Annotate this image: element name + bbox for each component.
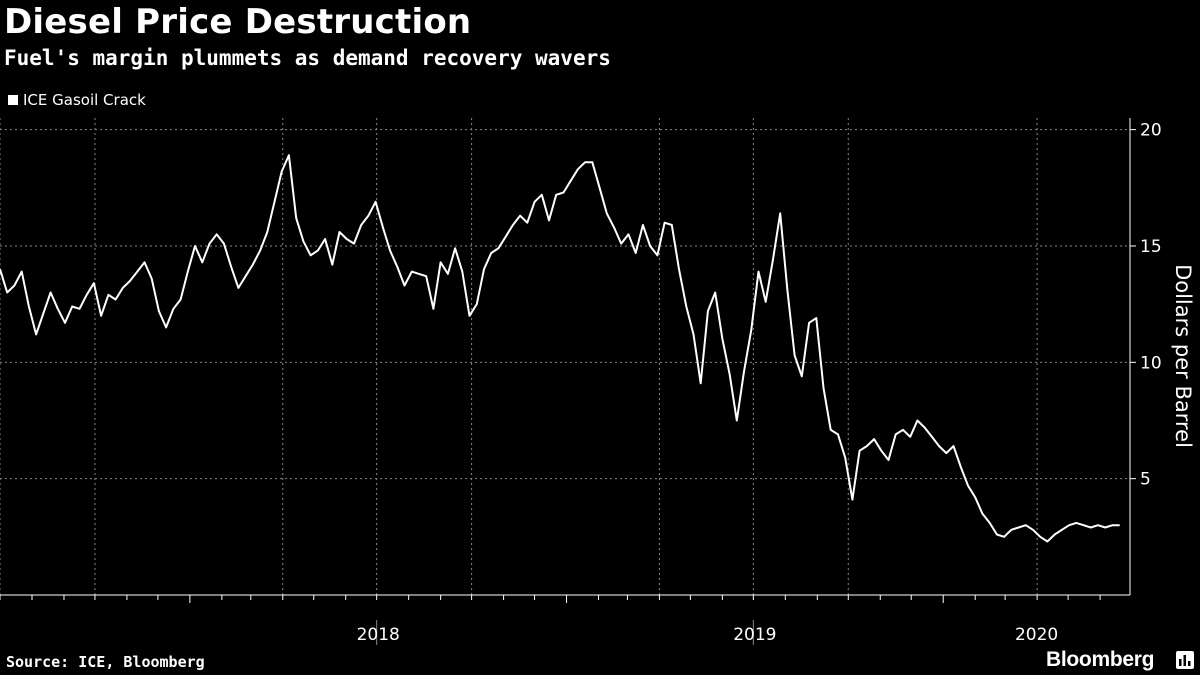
y-tick-label-5: 5	[1140, 470, 1151, 490]
x-tick-label-2018: 2018	[357, 625, 400, 645]
series-line-0	[0, 154, 1120, 543]
legend: ICE Gasoil Crack	[8, 91, 146, 109]
legend-swatch	[8, 95, 18, 105]
x-tick-label-2020: 2020	[1015, 625, 1058, 645]
legend-label: ICE Gasoil Crack	[23, 91, 146, 109]
y-tick-label-10: 10	[1140, 353, 1162, 373]
y-tick-label-20: 20	[1140, 121, 1162, 141]
y-axis-label: Dollars per Barrel	[1171, 264, 1195, 448]
y-tick-label-15: 15	[1140, 237, 1162, 257]
chart-title: Diesel Price Destruction	[4, 2, 472, 42]
x-tick-label-2019: 2019	[733, 625, 776, 645]
bar-chart-icon	[1176, 651, 1194, 669]
chart-subtitle: Fuel's margin plummets as demand recover…	[4, 46, 611, 70]
brand-logo: Bloomberg	[1046, 648, 1155, 671]
source-note: Source: ICE, Bloomberg	[6, 653, 205, 671]
